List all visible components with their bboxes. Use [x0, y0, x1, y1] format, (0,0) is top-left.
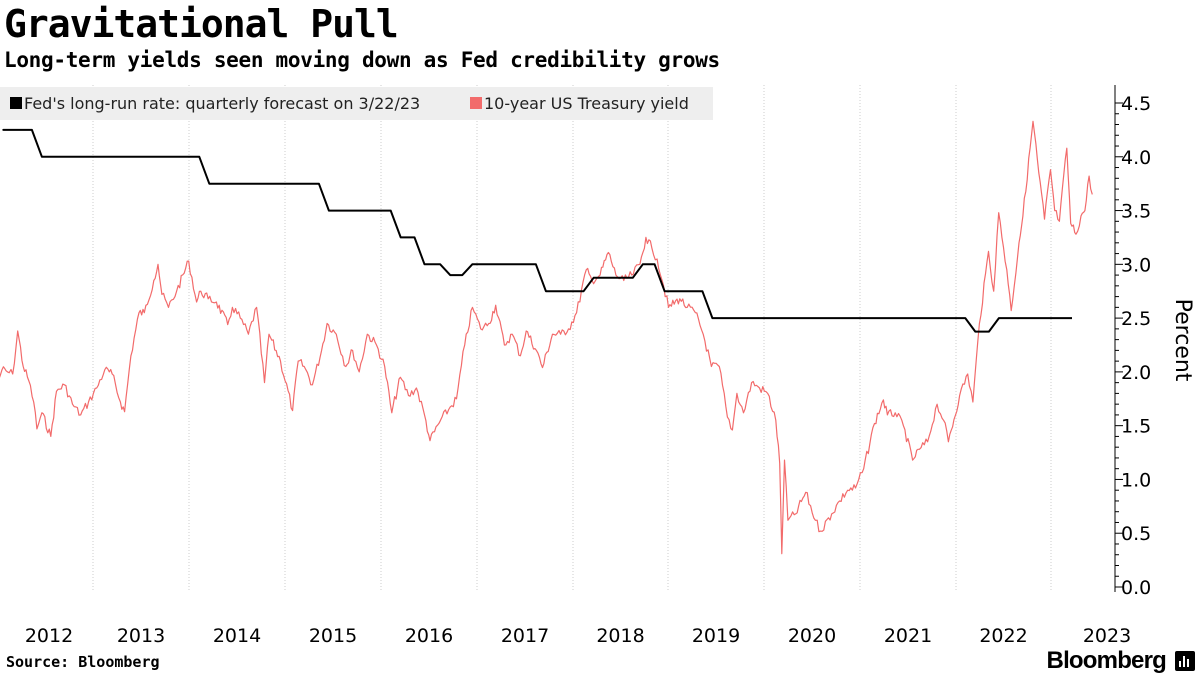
y-tick-label: 2.5	[1121, 308, 1151, 330]
y-tick-label: 1.0	[1121, 469, 1151, 491]
x-tick-label: 2021	[884, 625, 932, 647]
x-tick-label: 2023	[1083, 625, 1131, 647]
y-tick-label: 3.5	[1121, 201, 1151, 223]
source-note: Source: Bloomberg	[6, 653, 160, 671]
y-tick-label: 0.0	[1121, 577, 1151, 599]
x-tick-label: 2016	[405, 625, 453, 647]
x-tick-label: 2013	[117, 625, 165, 647]
grid	[92, 85, 1052, 592]
x-tick-label: 2015	[309, 625, 357, 647]
x-tick-label: 2019	[692, 625, 740, 647]
axes: 2012 2013 2014 2015 2016 2017 2018 2019 2020 2021…	[25, 85, 1195, 647]
legend: Fed's long-run rate: quarterly forecast …	[0, 87, 713, 120]
x-tick-label: 2014	[213, 625, 261, 647]
chart-title: Gravitational Pull	[4, 2, 399, 46]
plot-area	[0, 120, 1093, 555]
bloomberg-logo: Bloomberg	[1046, 647, 1167, 674]
bloomberg-bars-icon	[1175, 651, 1195, 671]
y-tick-label: 4.0	[1121, 147, 1151, 169]
legend-background	[0, 87, 713, 120]
x-tick-label: 2012	[25, 625, 73, 647]
legend-label-fed: Fed's long-run rate: quarterly forecast …	[24, 94, 420, 113]
y-tick-label: 4.5	[1121, 93, 1151, 115]
legend-swatch-treasury	[470, 97, 482, 109]
x-tick-label: 2020	[788, 625, 836, 647]
x-tick-label: 2022	[979, 625, 1027, 647]
y-tick-label: 3.0	[1121, 254, 1151, 276]
fed-longrun-rate-line	[2, 128, 1072, 333]
x-tick-label: 2018	[596, 625, 644, 647]
y-tick-label: 1.5	[1121, 416, 1151, 438]
legend-label-treasury: 10-year US Treasury yield	[484, 94, 689, 113]
y-tick-label: 2.0	[1121, 362, 1151, 384]
chart-subtitle: Long-term yields seen moving down as Fed…	[4, 48, 720, 72]
legend-swatch-fed	[10, 97, 22, 109]
treasury-yield-line	[0, 120, 1093, 555]
y-tick-label: 0.5	[1121, 523, 1151, 545]
y-axis-title: Percent	[1170, 299, 1195, 382]
x-tick-label: 2017	[501, 625, 549, 647]
